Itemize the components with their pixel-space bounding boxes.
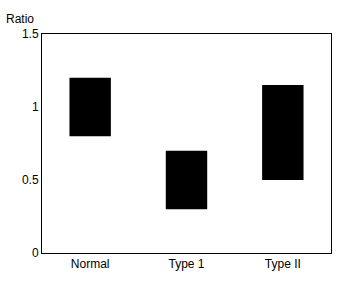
svg-text:Normal: Normal bbox=[71, 257, 110, 271]
svg-text:1.5: 1.5 bbox=[22, 27, 39, 41]
svg-text:Type 1: Type 1 bbox=[168, 257, 204, 271]
svg-text:0: 0 bbox=[32, 246, 39, 260]
svg-text:Type II: Type II bbox=[265, 257, 301, 271]
svg-text:0.5: 0.5 bbox=[22, 173, 39, 187]
svg-text:Ratio: Ratio bbox=[6, 12, 34, 26]
svg-text:1: 1 bbox=[32, 100, 39, 114]
